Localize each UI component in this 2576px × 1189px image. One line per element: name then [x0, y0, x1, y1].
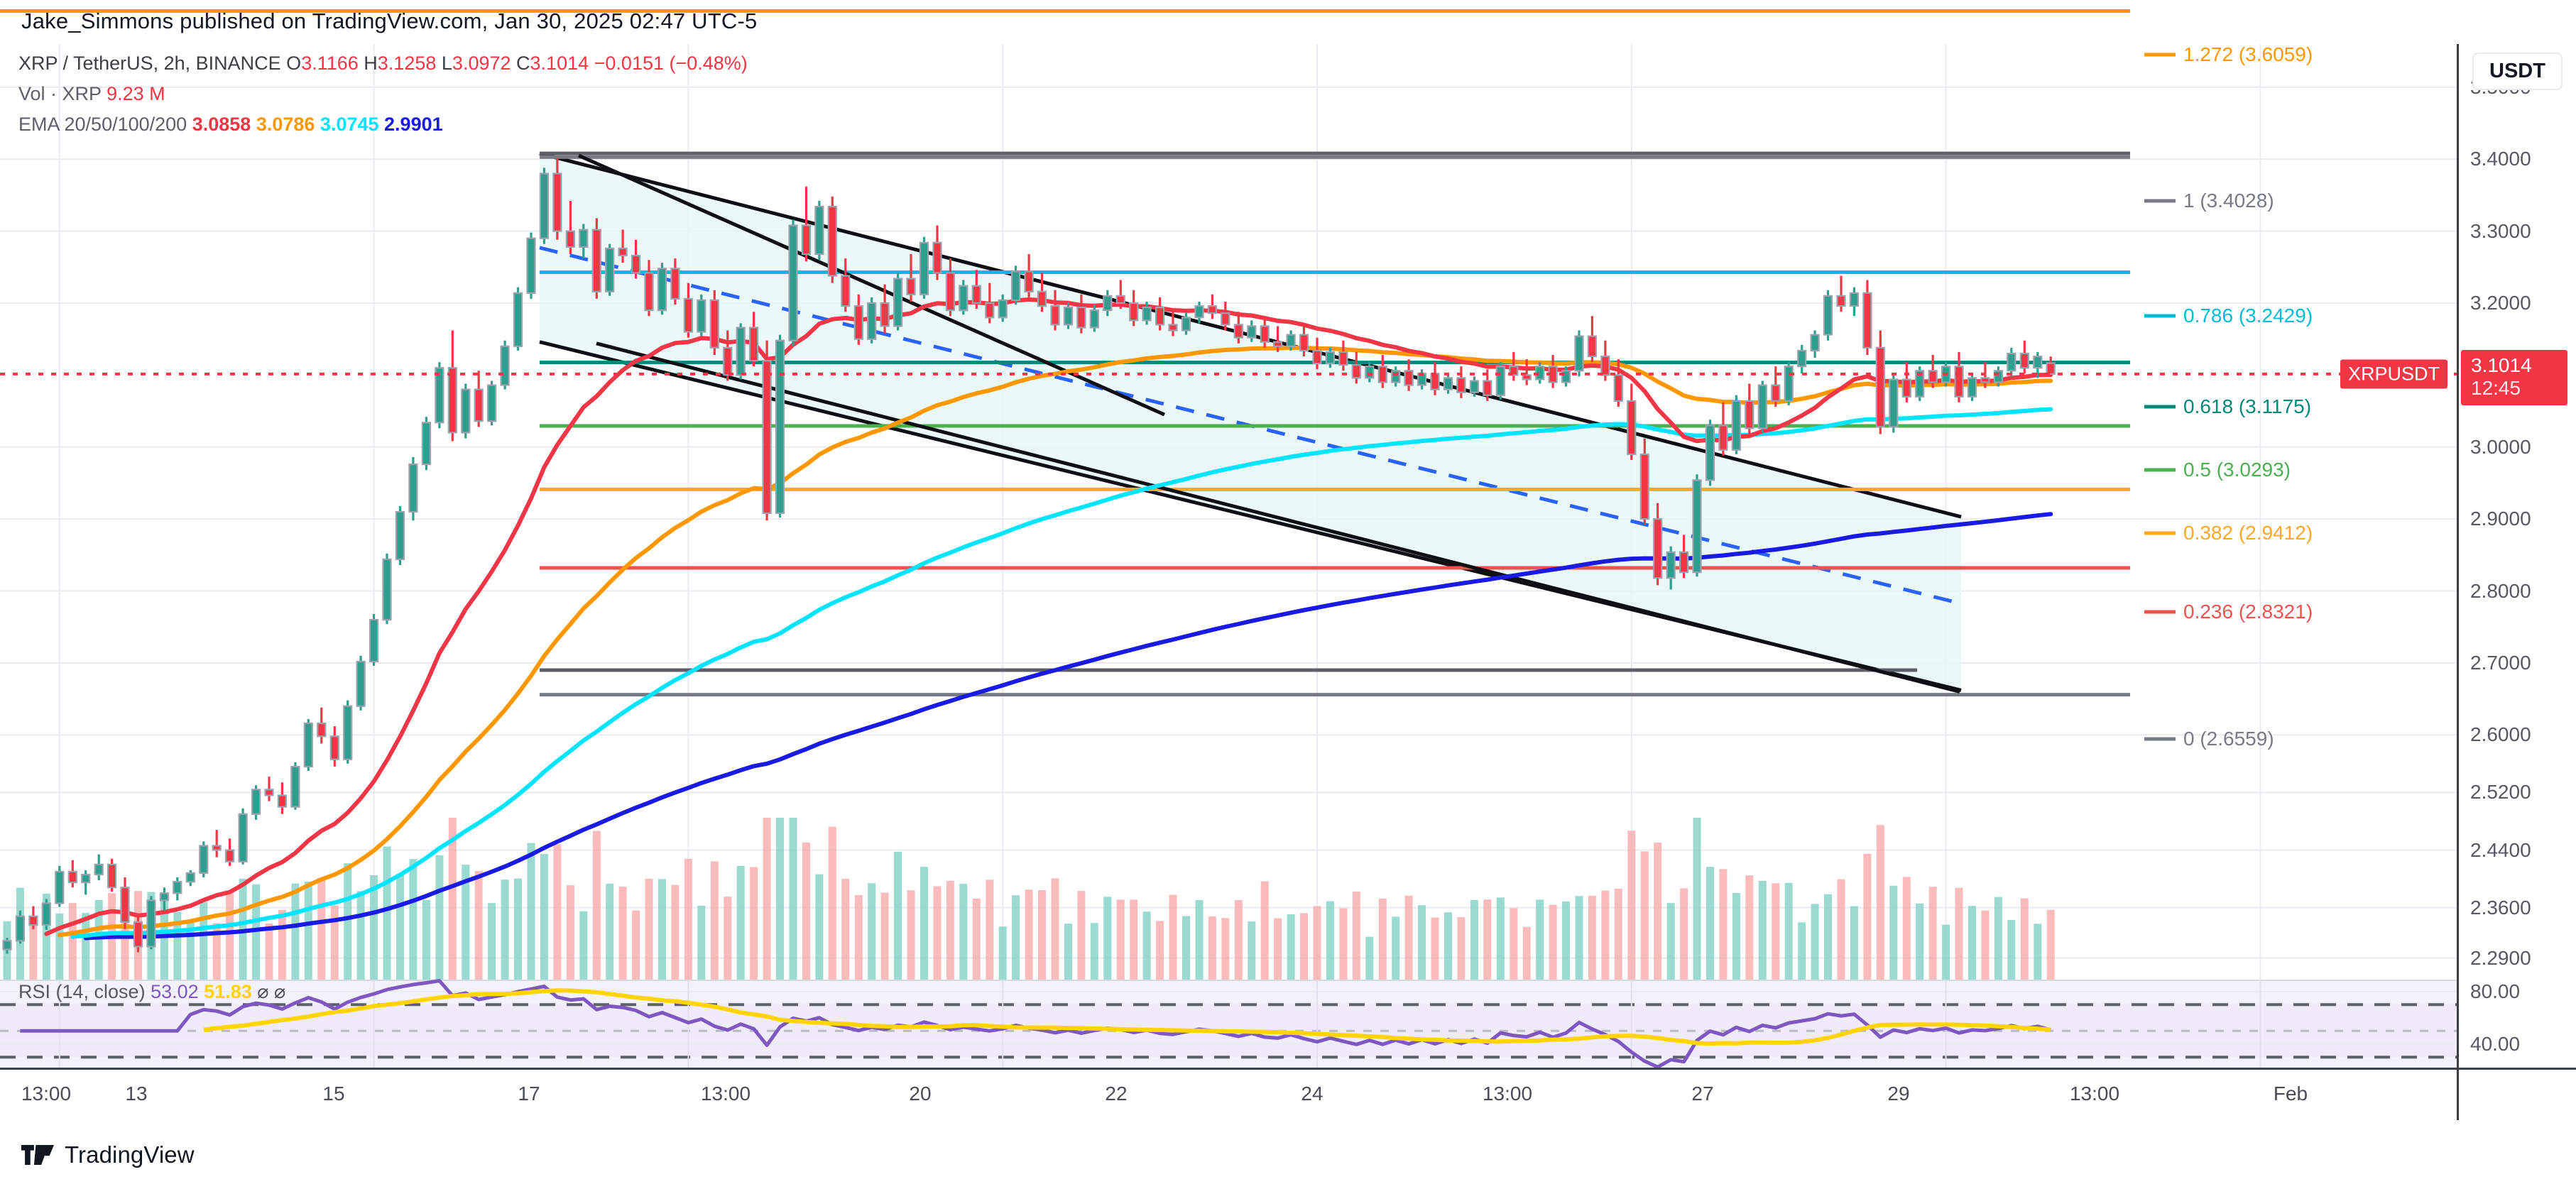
- fib-level-label-0: 0 (2.6559): [2183, 727, 2274, 750]
- rsi-tick: 80.00: [2470, 980, 2521, 1002]
- price-tick: 3.0000: [2470, 435, 2531, 458]
- legend-volume-label: Vol · XRP: [18, 82, 102, 104]
- legend-ema20-value: 3.0858: [192, 113, 251, 135]
- axis-corner-divider: [2457, 1068, 2459, 1120]
- price-tick: 2.3600: [2470, 896, 2531, 919]
- fib-level-label-0-618: 0.618 (3.1175): [2183, 395, 2312, 417]
- legend-high-key: H: [364, 53, 378, 74]
- rsi-legend-empty-1: ⌀: [257, 981, 269, 1002]
- fib-level-dash-0-618: [2144, 405, 2176, 409]
- legend-close-key: C: [516, 53, 530, 74]
- time-tick: 22: [1105, 1083, 1128, 1105]
- time-tick: Feb: [2273, 1083, 2308, 1105]
- rsi-pane[interactable]: [0, 979, 2457, 1069]
- fib-level-label-0-382: 0.382 (2.9412): [2183, 522, 2313, 544]
- pane-divider: [0, 980, 2457, 981]
- price-pane[interactable]: [0, 9, 2457, 980]
- rsi-series-svg: [0, 979, 2457, 1069]
- current-price-badge[interactable]: 3.1014 12:45: [2461, 349, 2567, 405]
- legend-low-key: L: [441, 53, 452, 74]
- footer-branding: TradingView: [21, 1141, 195, 1168]
- price-tick: 3.4000: [2470, 148, 2531, 170]
- rsi-legend-empty-2: ⌀: [274, 981, 286, 1002]
- price-tick: 2.7000: [2470, 651, 2531, 674]
- price-tick: 3.2000: [2470, 291, 2531, 314]
- legend-low-value: 3.0972: [452, 53, 511, 74]
- time-tick: 29: [1887, 1083, 1910, 1105]
- fib-level-dash-0: [2144, 737, 2176, 741]
- time-tick: 20: [909, 1083, 932, 1105]
- current-price-value: 3.1014: [2471, 354, 2532, 376]
- rsi-legend: RSI (14, close) 53.02 51.83 ⌀ ⌀: [18, 981, 285, 1003]
- fib-level-dash-0-5: [2144, 468, 2176, 472]
- time-tick: 13:00: [21, 1083, 72, 1105]
- legend-ema200-value: 2.9901: [384, 113, 443, 135]
- price-tick: 2.2900: [2470, 946, 2531, 969]
- fib-level-dash-0-382: [2144, 531, 2176, 535]
- time-tick: 24: [1301, 1083, 1324, 1105]
- chart-legend: XRP / TetherUS, 2h, BINANCE O3.1166 H3.1…: [18, 50, 748, 141]
- legend-row-volume: Vol · XRP 9.23 M: [18, 80, 748, 109]
- legend-open-key: O: [286, 53, 302, 74]
- time-axis[interactable]: 13:00 13 15 17 13:00 20 22 24 13:00 27 29 13:00 Feb: [0, 1068, 2576, 1120]
- tradingview-logo-icon: [21, 1144, 54, 1166]
- time-tick: 15: [322, 1083, 345, 1105]
- time-tick: 27: [1691, 1083, 1714, 1105]
- price-tick: 2.8000: [2470, 579, 2531, 602]
- chart-plot-area[interactable]: 1.272 (3.6059) 1 (3.4028) 0.786 (3.2429) 0.…: [0, 9, 2457, 1069]
- price-tick: 2.4400: [2470, 838, 2531, 861]
- time-tick: 13:00: [700, 1083, 751, 1105]
- fib-level-label-0-786: 0.786 (3.2429): [2183, 305, 2313, 327]
- rsi-tick: 40.00: [2470, 1032, 2521, 1055]
- legend-row-ema: EMA 20/50/100/200 3.0858 3.0786 3.0745 2…: [18, 111, 748, 139]
- time-tick: 17: [518, 1083, 540, 1105]
- fib-level-label-1: 1 (3.4028): [2183, 190, 2274, 212]
- time-tick: 13:00: [1482, 1083, 1533, 1105]
- legend-symbol: XRP / TetherUS, 2h, BINANCE: [18, 53, 281, 74]
- tradingview-wordmark: TradingView: [65, 1141, 195, 1168]
- time-tick: 13:00: [2069, 1083, 2120, 1105]
- legend-ema100-value: 3.0745: [320, 113, 379, 135]
- fib-level-dash-1-272: [2144, 53, 2176, 57]
- fib-level-dash-0-786: [2144, 314, 2176, 318]
- price-series-svg: [0, 9, 2457, 980]
- price-tick: 2.9000: [2470, 508, 2531, 530]
- legend-ema-label: EMA 20/50/100/200: [18, 113, 187, 135]
- fib-level-label-0-236: 0.236 (2.8321): [2183, 600, 2313, 623]
- legend-open-value: 3.1166: [301, 53, 359, 74]
- fib-level-label-1-272: 1.272 (3.6059): [2183, 43, 2313, 66]
- legend-change: −0.0151 (−0.48%): [594, 53, 748, 74]
- legend-row-symbol: XRP / TetherUS, 2h, BINANCE O3.1166 H3.1…: [18, 50, 748, 78]
- rsi-legend-value: 53.02: [151, 981, 199, 1002]
- symbol-badge: XRPUSDT: [2340, 359, 2448, 389]
- fib-level-label-0-5: 0.5 (3.0293): [2183, 459, 2291, 481]
- rsi-legend-ma: 51.83: [204, 981, 252, 1002]
- price-tick: 2.5200: [2470, 781, 2531, 804]
- fib-level-dash-0-236: [2144, 610, 2176, 614]
- fib-level-dash-1: [2144, 199, 2176, 203]
- current-price-time: 12:45: [2471, 377, 2521, 400]
- legend-close-value: 3.1014: [530, 53, 589, 74]
- price-axis-unit-chip[interactable]: USDT: [2472, 53, 2563, 90]
- legend-volume-value: 9.23 M: [107, 82, 165, 104]
- price-tick: 3.3000: [2470, 219, 2531, 242]
- price-axis[interactable]: 3.50003.40003.30003.20003.00002.90002.80…: [2457, 44, 2576, 1068]
- time-tick: 13: [125, 1083, 148, 1105]
- legend-ema50-value: 3.0786: [256, 113, 315, 135]
- rsi-legend-label: RSI (14, close): [18, 981, 146, 1002]
- legend-high-value: 3.1258: [377, 53, 437, 74]
- price-tick: 2.6000: [2470, 723, 2531, 746]
